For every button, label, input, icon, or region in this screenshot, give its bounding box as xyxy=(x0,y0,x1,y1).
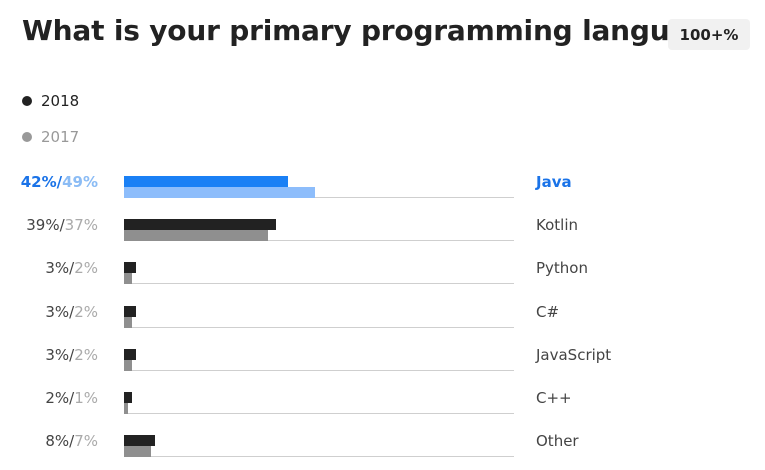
category-label: Other xyxy=(536,432,579,451)
bar-baseline xyxy=(124,369,514,371)
value-label-2017: 7% xyxy=(74,432,98,451)
bar-2017 xyxy=(124,273,132,285)
bar-2017 xyxy=(124,187,316,198)
bar-2017 xyxy=(124,403,128,414)
value-label-2018: 39% xyxy=(26,216,60,235)
value-label-2017: 2% xyxy=(74,345,98,364)
bar-baseline xyxy=(124,197,514,198)
bar-2018 xyxy=(124,305,136,317)
value-separator: / xyxy=(69,389,75,407)
percent-label: 39%/37% xyxy=(0,216,98,234)
percent-label: 8%/7% xyxy=(0,432,98,450)
bar-baseline xyxy=(124,326,514,328)
bar-2017 xyxy=(124,230,269,242)
value-label-2017: 2% xyxy=(74,259,98,278)
value-label-2017: 1% xyxy=(74,389,98,407)
value-label-2018: 42% xyxy=(20,173,57,191)
percent-label: 2%/1% xyxy=(0,389,98,407)
chart-row-java: 42%/49% Java xyxy=(0,166,765,206)
total-percent-badge: 100+% xyxy=(668,19,750,50)
chart-row-cpp: 2%/1% C++ xyxy=(0,382,765,422)
bar-2017 xyxy=(124,359,132,371)
legend-dot-2017 xyxy=(22,132,32,142)
category-label: Kotlin xyxy=(536,216,578,235)
value-label-2018: 3% xyxy=(45,302,70,321)
value-label-2018: 8% xyxy=(45,432,70,451)
value-separator: / xyxy=(59,216,65,235)
value-label-2017: 2% xyxy=(74,302,98,321)
chart-row-kotlin: 39%/37% Kotlin xyxy=(0,209,765,249)
legend-label-2018: 2018 xyxy=(41,92,80,110)
bar-2018 xyxy=(124,176,288,187)
bar-baseline xyxy=(124,413,514,414)
bar-2018 xyxy=(124,435,156,447)
category-label: JavaScript xyxy=(536,345,612,364)
bar-baseline xyxy=(124,283,514,285)
value-separator: / xyxy=(69,259,75,278)
chart-row-python: 3%/2% Python xyxy=(0,252,765,292)
value-separator: / xyxy=(69,345,75,364)
percent-label: 3%/2% xyxy=(0,346,98,364)
category-label: Python xyxy=(536,259,588,278)
bar-2018 xyxy=(124,219,277,231)
percent-label: 3%/2% xyxy=(0,259,98,277)
value-label-2018: 2% xyxy=(45,389,70,407)
value-separator: / xyxy=(56,173,63,191)
legend-dot-2018 xyxy=(22,96,32,106)
value-separator: / xyxy=(69,432,75,451)
value-label-2018: 3% xyxy=(45,259,70,278)
legend-item-2017: 2017 xyxy=(22,128,79,146)
value-label-2017: 37% xyxy=(64,216,98,235)
bar-2017 xyxy=(124,316,132,328)
bar-2018 xyxy=(124,392,132,403)
bar-baseline xyxy=(124,240,514,242)
chart-title: What is your primary programming languag… xyxy=(22,14,743,47)
category-label: C++ xyxy=(536,389,572,407)
bar-2018 xyxy=(124,348,136,360)
category-label: Java xyxy=(536,173,572,191)
percent-label: 3%/2% xyxy=(0,303,98,321)
value-label-2018: 3% xyxy=(45,345,70,364)
category-label: C# xyxy=(536,302,560,321)
chart-row-csharp: 3%/2% C# xyxy=(0,296,765,336)
percent-label: 42%/49% xyxy=(0,173,98,191)
bar-2017 xyxy=(124,446,152,458)
bar-baseline xyxy=(124,456,514,458)
value-separator: / xyxy=(69,302,75,321)
chart-row-other: 8%/7% Other xyxy=(0,425,765,465)
bar-2018 xyxy=(124,262,136,274)
value-label-2017: 49% xyxy=(62,173,98,191)
chart-row-javascript: 3%/2% JavaScript xyxy=(0,339,765,379)
legend-item-2018: 2018 xyxy=(22,92,79,110)
legend-label-2017: 2017 xyxy=(41,128,80,146)
